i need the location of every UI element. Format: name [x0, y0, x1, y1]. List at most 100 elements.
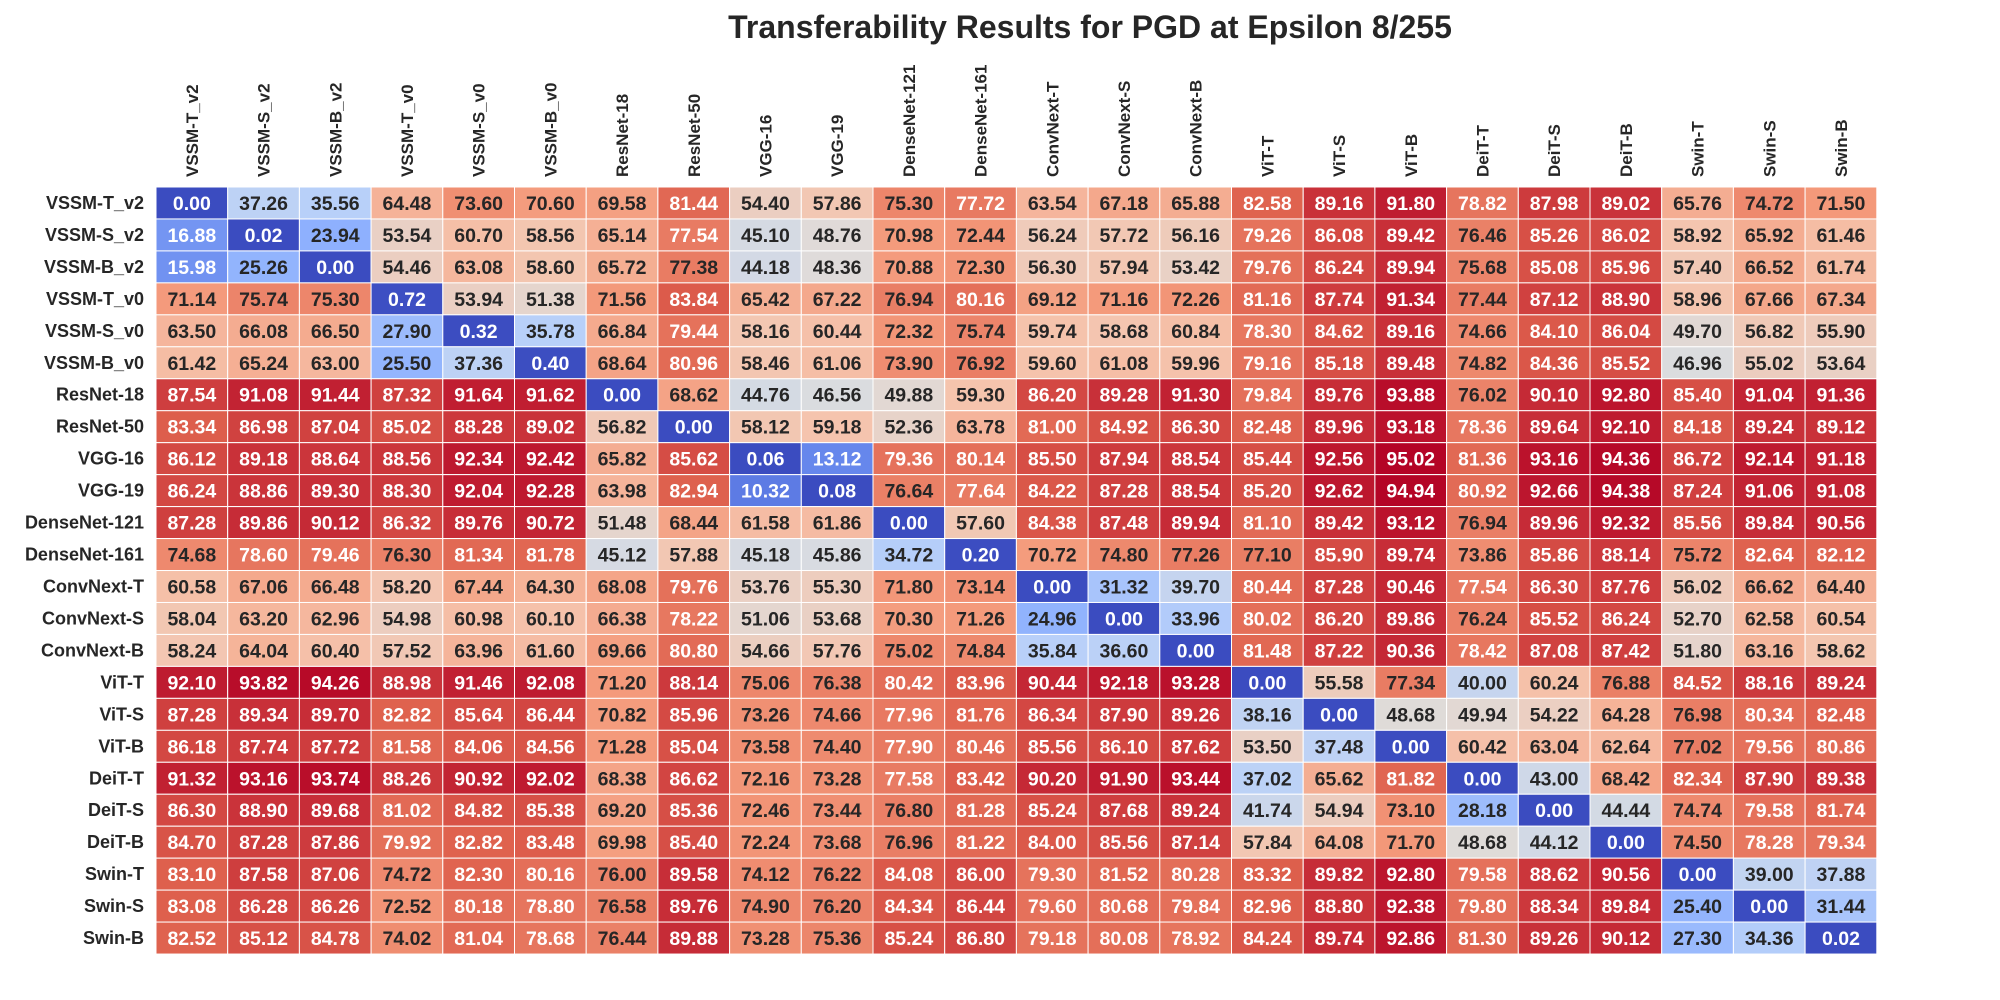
cell-value-label: 74.72 — [1745, 193, 1794, 215]
heatmap-cell — [729, 474, 802, 508]
cell-value-label: 75.30 — [311, 289, 360, 311]
cell-value-label: 89.70 — [311, 704, 360, 726]
cell-value-label: 89.28 — [1100, 385, 1149, 407]
cell-value-label: 0.08 — [818, 481, 856, 503]
cell-value-label: 86.24 — [1315, 257, 1364, 279]
cell-value-label: 79.58 — [1745, 800, 1794, 822]
column-label: VSSM-T_v0 — [398, 84, 417, 177]
cell-value-label: 78.80 — [526, 896, 575, 918]
cell-value-label: 28.18 — [1458, 800, 1507, 822]
cell-value-label: 67.34 — [1817, 289, 1866, 311]
cell-value-label: 58.16 — [741, 321, 790, 343]
cell-value-label: 54.94 — [1315, 800, 1364, 822]
cell-value-label: 92.86 — [1386, 928, 1435, 950]
cell-value-label: 76.94 — [884, 289, 933, 311]
cell-value-label: 81.48 — [1243, 640, 1292, 662]
heatmap-cell — [514, 282, 587, 316]
heatmap-cell — [1302, 889, 1376, 923]
cell-value-label: 63.08 — [454, 257, 503, 279]
cell-value-label: 85.90 — [1315, 545, 1364, 567]
heatmap-cell — [1804, 697, 1878, 731]
heatmap-cell — [729, 314, 802, 348]
cell-value-label: 86.20 — [1028, 385, 1077, 407]
heatmap-cell — [657, 378, 731, 412]
cell-value-label: 82.64 — [1745, 545, 1794, 567]
heatmap-cell — [1374, 761, 1448, 795]
heatmap-cell — [442, 825, 515, 859]
heatmap-cell — [1661, 378, 1734, 412]
cell-value-label: 69.58 — [598, 193, 647, 215]
heatmap-cell — [1517, 570, 1591, 603]
cell-value-label: 83.10 — [167, 864, 216, 886]
cell-value-label: 90.36 — [1386, 640, 1435, 662]
heatmap-cell — [1804, 793, 1878, 827]
cell-value-label: 79.76 — [1243, 257, 1292, 279]
row-label: ResNet-18 — [56, 385, 144, 405]
cell-value-label: 92.14 — [1745, 449, 1794, 471]
heatmap-cell — [1446, 282, 1519, 316]
heatmap-cell — [944, 570, 1017, 603]
cell-value-label: 57.94 — [1100, 257, 1149, 279]
cell-value-label: 75.02 — [884, 640, 933, 662]
cell-value-label: 81.78 — [526, 545, 575, 567]
heatmap-cell — [1374, 921, 1448, 955]
heatmap-cell — [1517, 889, 1591, 923]
row-label: DenseNet-161 — [25, 545, 144, 565]
heatmap-cell — [585, 346, 659, 380]
cell-value-label: 76.02 — [1458, 385, 1507, 407]
cell-value-label: 82.52 — [167, 928, 216, 950]
heatmap-cell — [1231, 633, 1304, 667]
cell-value-label: 86.10 — [1100, 736, 1149, 758]
cell-value-label: 31.32 — [1100, 577, 1149, 599]
cell-value-label: 61.60 — [526, 640, 575, 662]
cell-value-label: 76.46 — [1458, 225, 1507, 247]
cell-value-label: 66.38 — [598, 608, 647, 630]
heatmap-cell — [1732, 601, 1806, 635]
cell-value-label: 65.88 — [1171, 193, 1220, 215]
cell-value-label: 86.24 — [167, 481, 216, 503]
cell-value-label: 89.02 — [526, 417, 575, 439]
cell-value-label: 0.00 — [1320, 704, 1358, 726]
heatmap-cell — [514, 474, 587, 508]
cell-value-label: 87.14 — [1171, 832, 1220, 854]
heatmap-cell — [800, 474, 874, 508]
heatmap-cell — [1446, 218, 1519, 252]
heatmap-cell — [1015, 761, 1089, 795]
heatmap-cell — [1804, 282, 1878, 316]
cell-value-label: 73.14 — [956, 577, 1005, 599]
heatmap-cell — [227, 761, 300, 795]
cell-value-label: 89.02 — [1601, 193, 1650, 215]
heatmap-cell — [1804, 250, 1878, 284]
column-labels: VSSM-T_v2 VSSM-S_v2 VSSM-B_v2 VSSM-T_v0 VSSM… — [183, 65, 1851, 177]
heatmap-cell — [1302, 825, 1376, 859]
heatmap-cell — [872, 250, 946, 284]
cell-value-label: 83.32 — [1243, 864, 1292, 886]
cell-value-label: 88.16 — [1745, 672, 1794, 694]
cell-value-label: 65.24 — [239, 353, 288, 375]
heatmap-cell — [800, 186, 874, 220]
heatmap-cell — [1231, 282, 1304, 316]
cell-value-label: 71.26 — [956, 608, 1005, 630]
heatmap-cell — [1589, 665, 1663, 699]
cell-value-label: 87.28 — [1315, 577, 1364, 599]
cell-value-label: 87.74 — [239, 736, 288, 758]
cell-value-label: 83.48 — [526, 832, 575, 854]
cell-value-label: 88.14 — [669, 672, 718, 694]
column-label: DenseNet-121 — [900, 65, 919, 177]
heatmap-cell — [1517, 825, 1591, 859]
cell-value-label: 90.10 — [1530, 385, 1579, 407]
heatmap-cell — [1446, 633, 1519, 667]
cell-value-label: 70.82 — [598, 704, 647, 726]
cell-value-label: 37.48 — [1315, 736, 1364, 758]
heatmap-cell — [729, 665, 802, 699]
cell-value-label: 84.62 — [1315, 321, 1364, 343]
heatmap-cell — [1732, 506, 1806, 540]
row-label: DenseNet-121 — [25, 513, 144, 533]
heatmap-cell — [1804, 538, 1878, 572]
cell-value-label: 56.16 — [1171, 225, 1220, 247]
cell-value-label: 89.42 — [1315, 513, 1364, 535]
heatmap-cell — [872, 825, 946, 859]
heatmap-cell — [1302, 729, 1376, 763]
heatmap-cell — [944, 825, 1017, 859]
